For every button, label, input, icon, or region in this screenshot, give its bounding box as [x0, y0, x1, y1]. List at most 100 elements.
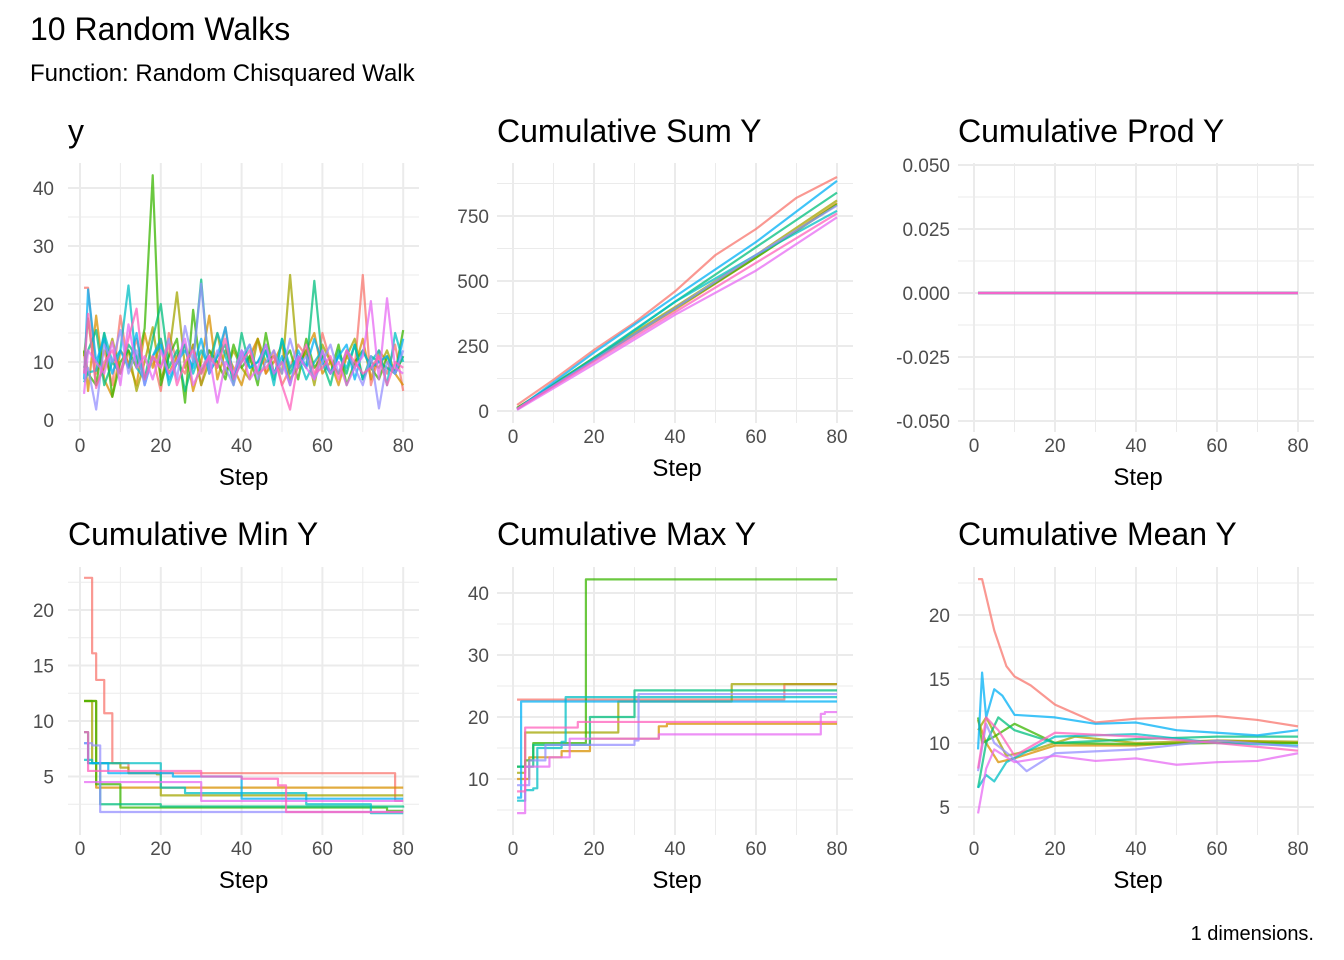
panel-title: Cumulative Max Y [497, 516, 756, 552]
x-axis-label: Step [652, 867, 701, 894]
x-axis-label: Step [219, 464, 268, 491]
series-line-9 [82, 297, 404, 404]
y-tick-label: -0.050 [896, 412, 950, 433]
x-axis-label: Step [219, 867, 268, 894]
y-tick-label: 20 [33, 601, 54, 622]
x-tick-label: 40 [231, 839, 252, 860]
series-line-7 [516, 180, 838, 411]
series-line-1 [84, 576, 404, 803]
x-tick-label: 60 [1206, 436, 1227, 457]
x-tick-label: 40 [664, 427, 685, 448]
x-tick-label: 0 [969, 839, 980, 860]
series-line-1 [516, 176, 838, 406]
y-tick-label: 0.000 [902, 284, 950, 305]
series-line-5 [976, 716, 1298, 788]
panel-4: 0 20 40 60 80 5 10 15 20 Cumulative Min Y Step [33, 516, 419, 894]
figure-caption: 1 dimensions. [1191, 923, 1314, 945]
series-line-10 [976, 716, 1299, 769]
series-line-5 [517, 689, 837, 768]
x-tick-label: 40 [1125, 839, 1146, 860]
x-tick-label: 60 [312, 436, 333, 457]
y-tick-label: 40 [33, 179, 54, 200]
x-tick-label: 80 [1287, 436, 1308, 457]
y-tick-label: 30 [33, 237, 54, 258]
panel-title: Cumulative Min Y [68, 516, 318, 552]
x-tick-label: 0 [969, 436, 980, 457]
x-tick-label: 40 [664, 839, 685, 860]
x-tick-label: 60 [1206, 839, 1227, 860]
y-tick-label: 0 [43, 411, 54, 432]
series-line-8 [976, 722, 1299, 773]
series-line-4 [84, 699, 404, 813]
x-axis-label: Step [1113, 867, 1162, 894]
y-tick-label: 10 [468, 770, 489, 791]
y-tick-label: 10 [33, 712, 54, 733]
x-tick-label: 80 [393, 436, 414, 457]
panel-2: 0 20 40 60 80 0 250 500 750 Cumulative Sum Y Step [457, 113, 853, 482]
y-tick-label: 750 [457, 207, 489, 228]
series-line-10 [516, 212, 838, 410]
x-tick-label: 40 [1125, 436, 1146, 457]
x-tick-label: 0 [75, 839, 86, 860]
x-tick-label: 60 [745, 427, 766, 448]
y-tick-label: 0.050 [902, 156, 950, 177]
x-tick-label: 20 [1044, 436, 1065, 457]
y-tick-label: 40 [468, 584, 489, 605]
panel-title: Cumulative Sum Y [497, 113, 761, 149]
series-line-10 [84, 731, 404, 814]
x-tick-label: 20 [150, 436, 171, 457]
y-tick-label: 10 [33, 353, 54, 374]
x-tick-label: 40 [231, 436, 252, 457]
series-line-8 [84, 742, 404, 814]
panel-1: 0 20 40 60 80 0 10 20 30 40 y Step [33, 113, 419, 491]
series-line-6 [517, 696, 837, 802]
x-tick-label: 20 [583, 427, 604, 448]
series-line-9 [976, 748, 1299, 814]
figure-title: 10 Random Walks [30, 11, 290, 47]
x-tick-label: 80 [826, 427, 847, 448]
panel-title: Cumulative Mean Y [958, 516, 1237, 552]
y-tick-label: -0.025 [896, 348, 950, 369]
y-tick-label: 30 [468, 646, 489, 667]
x-tick-label: 60 [312, 839, 333, 860]
series-line-9 [516, 216, 838, 411]
x-tick-label: 0 [508, 427, 519, 448]
y-tick-label: 20 [33, 295, 54, 316]
series-line-9 [517, 710, 837, 815]
x-tick-label: 20 [150, 839, 171, 860]
y-tick-label: 0 [478, 402, 489, 423]
series-line-8 [517, 692, 837, 787]
x-tick-label: 0 [75, 436, 86, 457]
panel-title: y [68, 113, 84, 149]
series-line-10 [82, 307, 404, 411]
series-line-9 [84, 780, 404, 803]
x-tick-label: 0 [508, 839, 519, 860]
x-tick-label: 20 [1044, 839, 1065, 860]
series-line-2 [84, 699, 404, 789]
panel-3: 0 20 40 60 80 -0.050 -0.025 0.000 0.025 0.050 Cumu… [896, 113, 1314, 491]
panel-6: 0 20 40 60 80 5 10 15 20 Cumulative Mean Y Step [929, 516, 1314, 894]
series-line-1 [978, 578, 1299, 728]
x-axis-label: Step [1113, 464, 1162, 491]
y-tick-label: 20 [929, 606, 950, 627]
y-tick-label: 10 [929, 734, 950, 755]
x-tick-label: 20 [583, 839, 604, 860]
y-tick-label: 15 [33, 657, 54, 678]
y-tick-label: 0.025 [902, 220, 950, 241]
series-line-10 [517, 720, 837, 793]
y-tick-label: 20 [468, 708, 489, 729]
figure-subtitle: Function: Random Chisquared Walk [30, 60, 416, 87]
x-tick-label: 80 [1287, 839, 1308, 860]
y-tick-label: 15 [929, 670, 950, 691]
y-tick-label: 5 [939, 798, 950, 819]
x-tick-label: 80 [393, 839, 414, 860]
x-axis-label: Step [652, 455, 701, 482]
y-tick-label: 250 [457, 337, 489, 358]
series-line-7 [517, 700, 837, 799]
x-tick-label: 60 [745, 839, 766, 860]
panel-title: Cumulative Prod Y [958, 113, 1224, 149]
y-tick-label: 5 [43, 768, 54, 789]
y-tick-label: 500 [457, 272, 489, 293]
x-tick-label: 80 [826, 839, 847, 860]
